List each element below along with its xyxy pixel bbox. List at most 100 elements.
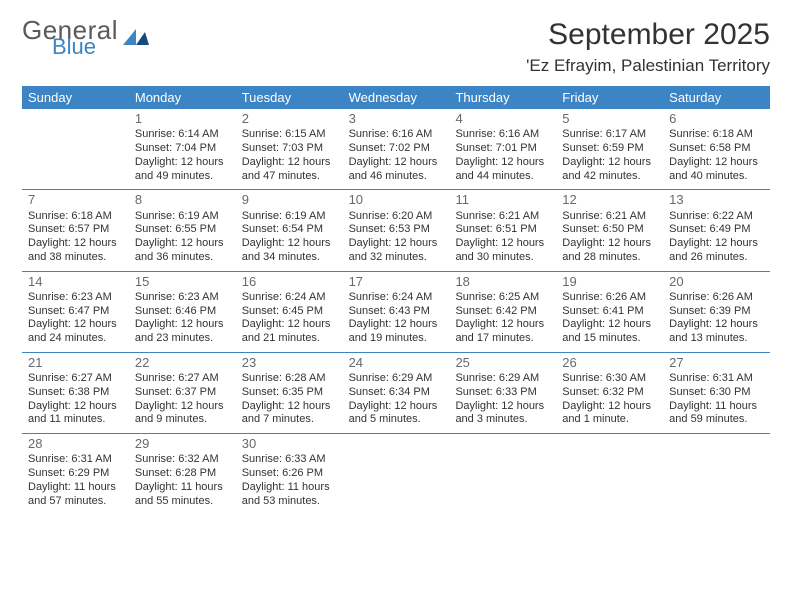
sunrise-text: Sunrise: 6:29 AM bbox=[349, 372, 444, 386]
calendar-day-cell: 21Sunrise: 6:27 AMSunset: 6:38 PMDayligh… bbox=[22, 353, 129, 433]
day-number: 8 bbox=[135, 192, 230, 208]
sunset-text: Sunset: 7:04 PM bbox=[135, 142, 230, 156]
day-number: 6 bbox=[669, 111, 764, 127]
page: General Blue September 2025 'Ez Efrayim,… bbox=[0, 0, 792, 514]
daylight-text: Daylight: 11 hours and 55 minutes. bbox=[135, 481, 230, 509]
sunrise-text: Sunrise: 6:19 AM bbox=[135, 210, 230, 224]
weekday-header: Wednesday bbox=[343, 86, 450, 109]
sunrise-text: Sunrise: 6:15 AM bbox=[242, 128, 337, 142]
daylight-text: Daylight: 12 hours and 26 minutes. bbox=[669, 237, 764, 265]
daylight-text: Daylight: 12 hours and 19 minutes. bbox=[349, 318, 444, 346]
calendar-week: 7 Sunrise: 6:18 AMSunset: 6:57 PM Daylight… bbox=[22, 189, 770, 270]
day-number: 16 bbox=[242, 274, 337, 290]
sunrise-text: Sunrise: 6:16 AM bbox=[455, 128, 550, 142]
daylight-text: Daylight: 12 hours and 13 minutes. bbox=[669, 318, 764, 346]
calendar-day-cell: 20Sunrise: 6:26 AMSunset: 6:39 PMDayligh… bbox=[663, 272, 770, 352]
daylight-text: Daylight: 12 hours and 21 minutes. bbox=[242, 318, 337, 346]
calendar-day-cell: 6Sunrise: 6:18 AMSunset: 6:58 PMDaylight… bbox=[663, 109, 770, 189]
sunrise-text: Sunrise: 6:18 AM bbox=[28, 210, 123, 224]
location-subtitle: 'Ez Efrayim, Palestinian Territory bbox=[526, 56, 770, 76]
daylight-text: Daylight: 12 hours and 49 minutes. bbox=[135, 156, 230, 184]
daylight-text: Daylight: 12 hours and 24 minutes. bbox=[28, 318, 123, 346]
sunrise-text: Sunrise: 6:28 AM bbox=[242, 372, 337, 386]
daylight-text: Daylight: 12 hours and 30 minutes. bbox=[455, 237, 550, 265]
sunrise-text: Sunrise: 6:31 AM bbox=[669, 372, 764, 386]
sunrise-text: Sunrise: 6:25 AM bbox=[455, 291, 550, 305]
calendar-day-cell: 10Sunrise: 6:20 AMSunset: 6:53 PMDayligh… bbox=[343, 190, 450, 270]
title-block: September 2025 'Ez Efrayim, Palestinian … bbox=[526, 18, 770, 76]
calendar-day-cell: 25Sunrise: 6:29 AMSunset: 6:33 PMDayligh… bbox=[449, 353, 556, 433]
sunrise-text: Sunrise: 6:23 AM bbox=[28, 291, 123, 305]
day-number: 13 bbox=[669, 192, 764, 208]
calendar-day-cell: 13Sunrise: 6:22 AMSunset: 6:49 PMDayligh… bbox=[663, 190, 770, 270]
sunset-text: Sunset: 6:33 PM bbox=[455, 386, 550, 400]
day-number: 17 bbox=[349, 274, 444, 290]
day-number: 4 bbox=[455, 111, 550, 127]
calendar-day-cell: 18Sunrise: 6:25 AMSunset: 6:42 PMDayligh… bbox=[449, 272, 556, 352]
daylight-text: Daylight: 12 hours and 46 minutes. bbox=[349, 156, 444, 184]
calendar-empty-cell bbox=[343, 434, 450, 514]
calendar-empty-cell bbox=[449, 434, 556, 514]
calendar-day-cell: 7Sunrise: 6:18 AMSunset: 6:57 PMDaylight… bbox=[22, 190, 129, 270]
sunrise-text: Sunrise: 6:26 AM bbox=[669, 291, 764, 305]
sunset-text: Sunset: 6:28 PM bbox=[135, 467, 230, 481]
calendar-day-cell: 2Sunrise: 6:15 AMSunset: 7:03 PMDaylight… bbox=[236, 109, 343, 189]
daylight-text: Daylight: 12 hours and 3 minutes. bbox=[455, 400, 550, 428]
sunset-text: Sunset: 6:35 PM bbox=[242, 386, 337, 400]
calendar: Sunday Monday Tuesday Wednesday Thursday… bbox=[22, 86, 770, 514]
sunset-text: Sunset: 6:55 PM bbox=[135, 223, 230, 237]
calendar-day-cell: 24Sunrise: 6:29 AMSunset: 6:34 PMDayligh… bbox=[343, 353, 450, 433]
daylight-text: Daylight: 12 hours and 44 minutes. bbox=[455, 156, 550, 184]
calendar-day-cell: 28Sunrise: 6:31 AMSunset: 6:29 PMDayligh… bbox=[22, 434, 129, 514]
day-number: 20 bbox=[669, 274, 764, 290]
sunset-text: Sunset: 6:34 PM bbox=[349, 386, 444, 400]
daylight-text: Daylight: 12 hours and 23 minutes. bbox=[135, 318, 230, 346]
sunset-text: Sunset: 6:53 PM bbox=[349, 223, 444, 237]
daylight-text: Daylight: 11 hours and 53 minutes. bbox=[242, 481, 337, 509]
logo: General Blue bbox=[22, 18, 149, 58]
calendar-day-cell: 8 Sunrise: 6:19 AMSunset: 6:55 PMDaylight… bbox=[129, 190, 236, 270]
calendar-day-cell: 3Sunrise: 6:16 AMSunset: 7:02 PMDaylight… bbox=[343, 109, 450, 189]
day-number: 21 bbox=[28, 355, 123, 371]
calendar-week: 14Sunrise: 6:23 AMSunset: 6:47 PMDayligh… bbox=[22, 271, 770, 352]
day-number: 7 bbox=[28, 192, 123, 208]
daylight-text: Daylight: 12 hours and 1 minute. bbox=[562, 400, 657, 428]
calendar-day-cell: 19Sunrise: 6:26 AMSunset: 6:41 PMDayligh… bbox=[556, 272, 663, 352]
page-title: September 2025 bbox=[526, 18, 770, 52]
sunset-text: Sunset: 6:50 PM bbox=[562, 223, 657, 237]
sunset-text: Sunset: 6:49 PM bbox=[669, 223, 764, 237]
daylight-text: Daylight: 12 hours and 36 minutes. bbox=[135, 237, 230, 265]
sunset-text: Sunset: 6:57 PM bbox=[28, 223, 123, 237]
sunset-text: Sunset: 7:02 PM bbox=[349, 142, 444, 156]
daylight-text: Daylight: 12 hours and 47 minutes. bbox=[242, 156, 337, 184]
day-number: 30 bbox=[242, 436, 337, 452]
sunset-text: Sunset: 6:46 PM bbox=[135, 305, 230, 319]
daylight-text: Daylight: 12 hours and 40 minutes. bbox=[669, 156, 764, 184]
calendar-day-cell: 4Sunrise: 6:16 AMSunset: 7:01 PMDaylight… bbox=[449, 109, 556, 189]
calendar-empty-cell bbox=[22, 109, 129, 189]
logo-text: General Blue bbox=[22, 18, 118, 58]
sunrise-text: Sunrise: 6:33 AM bbox=[242, 453, 337, 467]
weekday-header-row: Sunday Monday Tuesday Wednesday Thursday… bbox=[22, 86, 770, 109]
calendar-day-cell: 12Sunrise: 6:21 AMSunset: 6:50 PMDayligh… bbox=[556, 190, 663, 270]
sunset-text: Sunset: 6:29 PM bbox=[28, 467, 123, 481]
sunrise-text: Sunrise: 6:19 AM bbox=[242, 210, 337, 224]
day-number: 25 bbox=[455, 355, 550, 371]
day-number: 5 bbox=[562, 111, 657, 127]
weekday-header: Tuesday bbox=[236, 86, 343, 109]
day-number: 29 bbox=[135, 436, 230, 452]
sunset-text: Sunset: 6:39 PM bbox=[669, 305, 764, 319]
daylight-text: Daylight: 12 hours and 28 minutes. bbox=[562, 237, 657, 265]
day-number: 24 bbox=[349, 355, 444, 371]
sunrise-text: Sunrise: 6:29 AM bbox=[455, 372, 550, 386]
day-number: 18 bbox=[455, 274, 550, 290]
sunrise-text: Sunrise: 6:24 AM bbox=[349, 291, 444, 305]
calendar-day-cell: 1Sunrise: 6:14 AMSunset: 7:04 PMDaylight… bbox=[129, 109, 236, 189]
weekday-header: Sunday bbox=[22, 86, 129, 109]
day-number: 10 bbox=[349, 192, 444, 208]
weekday-header: Friday bbox=[556, 86, 663, 109]
calendar-day-cell: 9Sunrise: 6:19 AMSunset: 6:54 PMDaylight… bbox=[236, 190, 343, 270]
daylight-text: Daylight: 11 hours and 57 minutes. bbox=[28, 481, 123, 509]
weekday-header: Thursday bbox=[449, 86, 556, 109]
sunset-text: Sunset: 6:30 PM bbox=[669, 386, 764, 400]
